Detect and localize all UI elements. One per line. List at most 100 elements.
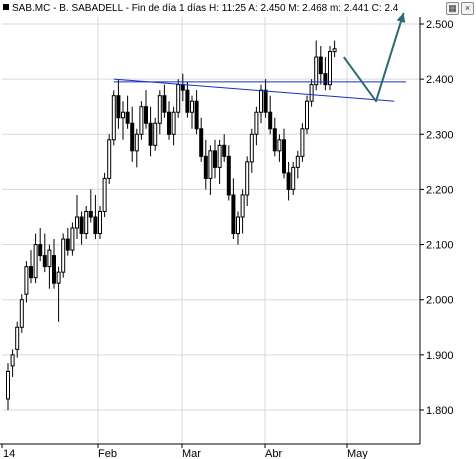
candle-body-up <box>153 122 158 146</box>
candle <box>194 90 199 135</box>
x-axis: 14 Feb Mar Abr May <box>1 444 368 459</box>
candle-body-down <box>88 210 93 218</box>
candle-body-up <box>24 266 29 295</box>
candle-body-up <box>240 194 245 218</box>
candle <box>134 128 139 168</box>
candle-body-down <box>268 111 273 130</box>
candle <box>102 172 107 217</box>
y-tick-label: 2.000 <box>426 295 454 307</box>
candle <box>33 233 38 284</box>
trendline <box>113 78 395 102</box>
candle <box>111 90 116 146</box>
candle-body-down <box>52 255 56 284</box>
candle-body-up <box>139 106 144 135</box>
candle <box>213 139 217 179</box>
candle <box>47 244 52 289</box>
series-marker-icon <box>3 4 9 11</box>
candle <box>268 95 273 135</box>
y-tick-label: 2.200 <box>426 184 454 196</box>
candle-body-down <box>167 111 171 135</box>
forecast-arrow-line <box>342 12 405 103</box>
candle-body-up <box>291 166 296 190</box>
candle-body-down <box>323 73 328 86</box>
candle-body-up <box>98 210 102 235</box>
candles-layer <box>6 40 337 410</box>
candle <box>199 117 204 162</box>
candle-body-down <box>222 144 227 157</box>
candle <box>52 239 56 289</box>
candle-body-up <box>309 84 314 102</box>
candle-body-up <box>249 133 254 163</box>
candle <box>254 106 259 146</box>
candle-body-down <box>282 139 286 174</box>
candle-body-up <box>102 177 107 212</box>
candle-body-down <box>42 255 47 268</box>
candle-body-down <box>213 150 217 168</box>
candle <box>38 228 43 262</box>
period-label: Fin de día 1 días <box>131 3 207 14</box>
candle <box>98 205 102 240</box>
candle <box>153 117 158 151</box>
candle-body-up <box>70 227 75 251</box>
candle <box>6 363 10 410</box>
y-tick-label: 2.400 <box>426 74 454 86</box>
candle-body-down <box>199 128 204 157</box>
candle-body-up <box>84 210 89 235</box>
candle <box>231 178 236 240</box>
candle <box>263 79 268 118</box>
candle <box>79 211 84 245</box>
candle-body-down <box>180 84 185 91</box>
candle <box>29 250 33 284</box>
candle <box>300 123 305 162</box>
y-tick-label: 2.100 <box>426 240 454 252</box>
forecast-arrowhead-icon <box>396 12 406 23</box>
candle <box>42 233 47 273</box>
candle-body-down <box>38 244 43 257</box>
candle <box>167 101 171 140</box>
candle <box>157 90 162 135</box>
candle-body-up <box>305 100 309 130</box>
candle <box>10 349 15 377</box>
candle-body-up <box>121 111 125 119</box>
candle <box>84 205 89 240</box>
candle <box>318 46 323 85</box>
candle <box>139 101 144 140</box>
candle-body-down <box>93 216 98 235</box>
candle <box>245 156 250 206</box>
candle-body-up <box>254 111 259 135</box>
candle-body-up <box>157 95 162 124</box>
candle-body-up <box>328 51 332 86</box>
candle-body-up <box>47 249 52 268</box>
candle <box>190 95 194 129</box>
candle <box>171 106 176 146</box>
chart-header: SAB.MC - B. SABADELL - Fin de día 1 días… <box>0 0 422 17</box>
candle <box>328 46 332 91</box>
candle-body-up <box>61 238 66 273</box>
candle-body-up <box>6 370 10 400</box>
separator: - <box>50 3 60 14</box>
candle <box>144 90 148 129</box>
grid-toggle-icon[interactable]: ▦ <box>446 2 459 15</box>
candle-body-down <box>125 111 130 124</box>
x-tick-label: 14 <box>3 448 15 459</box>
candle <box>65 228 70 256</box>
candle <box>121 101 125 140</box>
candle-body-up <box>236 216 240 235</box>
x-tick-label: Abr <box>265 448 282 459</box>
candle-body-up <box>107 139 112 179</box>
candle <box>323 57 328 91</box>
candle <box>148 106 153 157</box>
y-tick-label: 2.500 <box>426 19 454 31</box>
candle <box>19 294 24 333</box>
candle-body-up <box>208 150 213 179</box>
annotations-layer <box>113 12 406 103</box>
candle-body-up <box>190 100 194 113</box>
close-icon[interactable]: × <box>461 2 474 15</box>
candle-body-down <box>116 95 121 119</box>
candle <box>217 139 222 184</box>
candle-body-up <box>111 95 116 141</box>
quote-values: H: 11:25 A: 2.450 M: 2.468 m: 2.441 C: 2… <box>208 3 399 14</box>
candle-body-up <box>217 144 222 168</box>
candle <box>236 211 240 245</box>
